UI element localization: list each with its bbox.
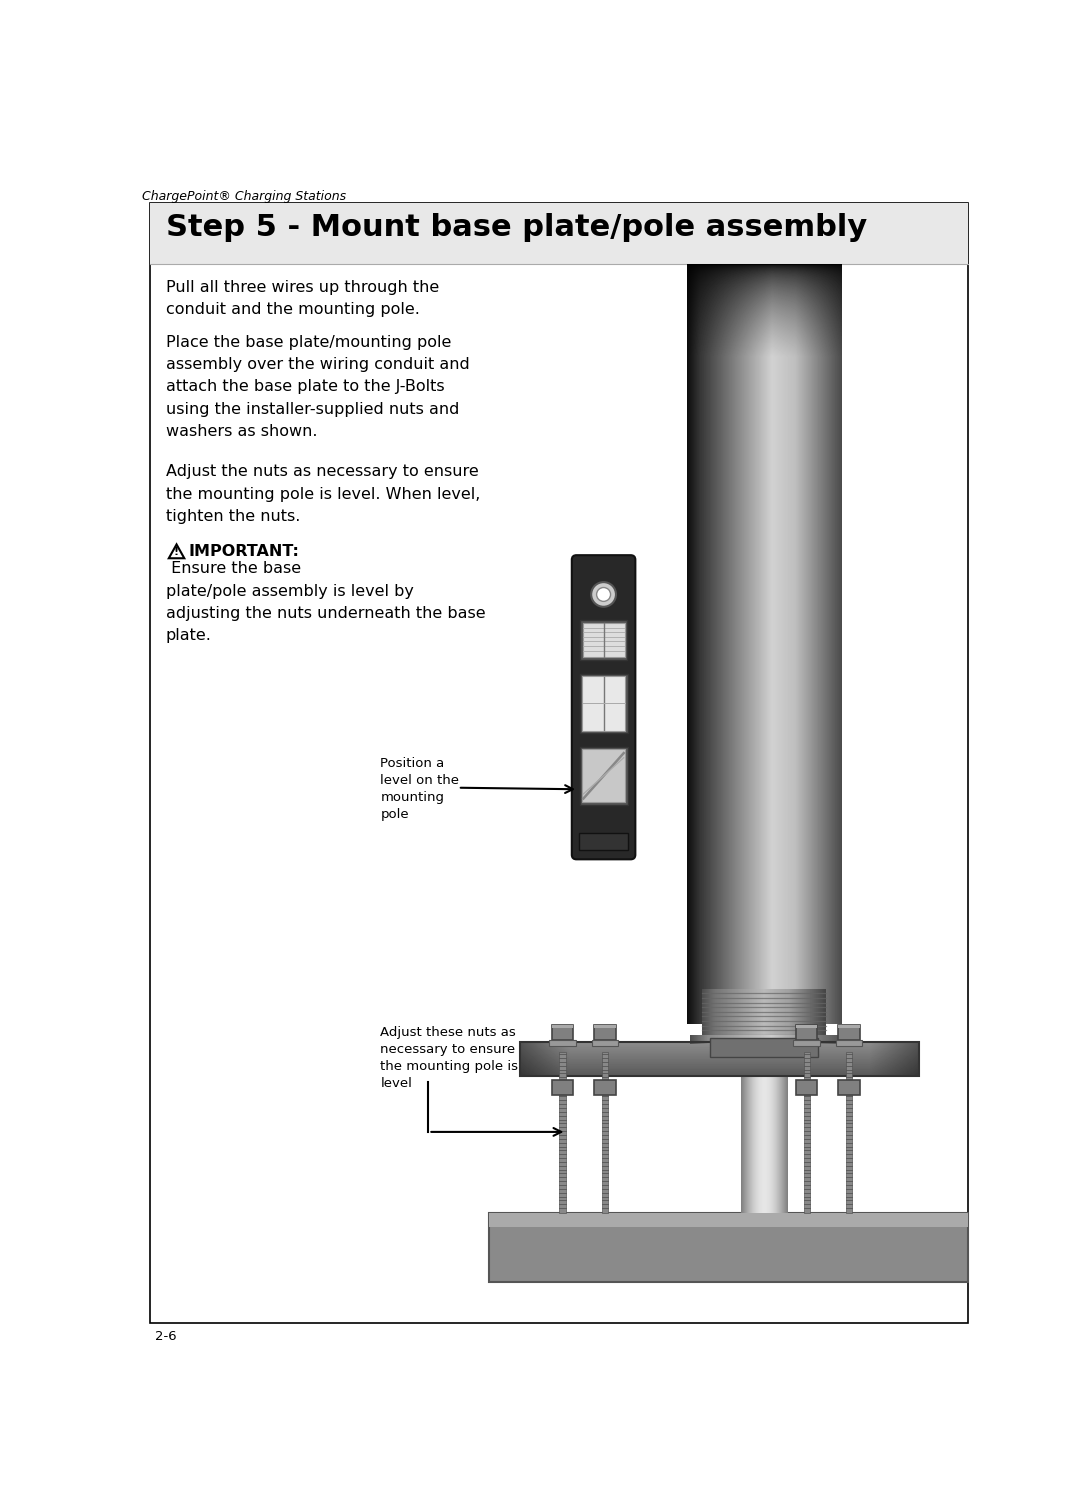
Bar xyxy=(592,1041,618,1045)
Bar xyxy=(552,1025,573,1041)
Bar xyxy=(559,1053,566,1212)
Bar xyxy=(794,1041,820,1045)
Text: Ensure the base
plate/pole assembly is level by
adjusting the nuts underneath th: Ensure the base plate/pole assembly is l… xyxy=(166,561,485,642)
Text: IMPORTANT:: IMPORTANT: xyxy=(189,544,300,559)
Bar xyxy=(489,1212,968,1282)
Bar xyxy=(520,1042,919,1075)
Bar xyxy=(838,1080,860,1095)
Bar xyxy=(580,620,627,661)
Text: 2-6: 2-6 xyxy=(155,1330,177,1342)
Bar xyxy=(838,1025,860,1041)
Text: Adjust these nuts as
necessary to ensure
the mounting pole is
level: Adjust these nuts as necessary to ensure… xyxy=(380,1027,519,1090)
Bar xyxy=(803,1053,810,1212)
Bar xyxy=(836,1041,862,1045)
Bar xyxy=(594,1025,616,1028)
Text: Adjust the nuts as necessary to ensure
the mounting pole is level. When level,
t: Adjust the nuts as necessary to ensure t… xyxy=(166,464,480,523)
Bar xyxy=(594,1080,616,1095)
Text: Place the base plate/mounting pole
assembly over the wiring conduit and
attach t: Place the base plate/mounting pole assem… xyxy=(166,335,470,439)
Bar xyxy=(489,1212,968,1226)
Bar xyxy=(552,1025,573,1028)
Bar xyxy=(549,1041,576,1045)
Bar xyxy=(710,1038,819,1057)
FancyBboxPatch shape xyxy=(572,555,635,860)
Bar xyxy=(796,1025,818,1028)
Bar xyxy=(580,746,628,805)
Bar xyxy=(846,1053,852,1212)
Text: !: ! xyxy=(174,547,179,558)
Bar xyxy=(582,749,626,802)
Text: Pull all three wires up through the
conduit and the mounting pole.: Pull all three wires up through the cond… xyxy=(166,279,439,317)
Bar xyxy=(838,1025,860,1028)
Text: Position a
level on the
mounting
pole: Position a level on the mounting pole xyxy=(380,757,459,820)
Bar xyxy=(150,202,968,264)
Bar xyxy=(796,1025,818,1041)
Circle shape xyxy=(591,582,616,606)
Bar xyxy=(594,1025,616,1041)
Bar xyxy=(552,1080,573,1095)
Text: Step 5 - Mount base plate/pole assembly: Step 5 - Mount base plate/pole assembly xyxy=(166,213,867,243)
Bar xyxy=(796,1080,818,1095)
Bar xyxy=(583,623,625,657)
Bar xyxy=(580,674,628,733)
Circle shape xyxy=(596,588,610,602)
Bar xyxy=(579,832,628,851)
Bar xyxy=(602,1053,608,1212)
Bar xyxy=(582,676,626,731)
Text: ChargePoint® Charging Stations: ChargePoint® Charging Stations xyxy=(143,190,347,204)
